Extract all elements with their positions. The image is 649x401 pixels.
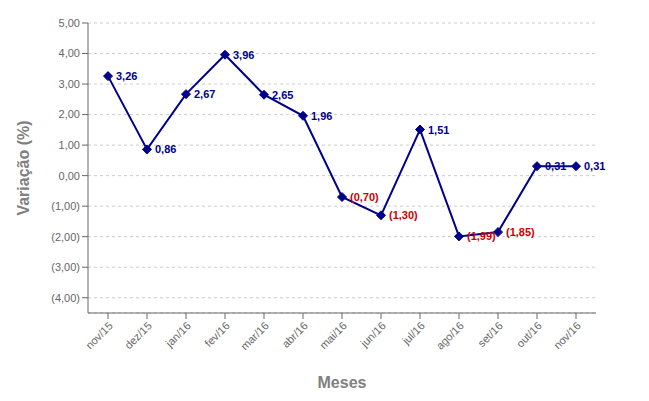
svg-text:fev/16: fev/16 — [202, 319, 232, 349]
svg-text:1,51: 1,51 — [428, 124, 449, 136]
svg-text:(0,70): (0,70) — [350, 191, 379, 203]
svg-text:mar/16: mar/16 — [238, 319, 271, 352]
svg-text:2,65: 2,65 — [272, 89, 293, 101]
svg-text:(1,99): (1,99) — [467, 230, 496, 242]
svg-text:jun/16: jun/16 — [358, 319, 388, 349]
svg-text:0,86: 0,86 — [155, 143, 176, 155]
svg-text:(3,00): (3,00) — [51, 261, 80, 273]
svg-text:0,31: 0,31 — [545, 160, 566, 172]
svg-text:nov/15: nov/15 — [83, 319, 115, 351]
svg-text:abr/16: abr/16 — [279, 319, 310, 350]
svg-text:1,00: 1,00 — [59, 139, 80, 151]
svg-text:nov/16: nov/16 — [551, 319, 583, 351]
svg-text:dez/15: dez/15 — [122, 319, 154, 351]
svg-text:0,00: 0,00 — [59, 170, 80, 182]
svg-text:(1,00): (1,00) — [51, 200, 80, 212]
svg-text:set/16: set/16 — [475, 319, 505, 349]
svg-text:mai/16: mai/16 — [317, 319, 349, 351]
svg-text:2,00: 2,00 — [59, 108, 80, 120]
svg-text:(1,85): (1,85) — [506, 226, 535, 238]
svg-text:jul/16: jul/16 — [399, 319, 427, 347]
svg-text:jan/16: jan/16 — [163, 319, 193, 349]
svg-text:out/16: out/16 — [514, 319, 544, 349]
svg-text:1,96: 1,96 — [311, 110, 332, 122]
svg-text:ago/16: ago/16 — [434, 319, 466, 351]
svg-text:5,00: 5,00 — [59, 17, 80, 29]
svg-text:4,00: 4,00 — [59, 47, 80, 59]
svg-text:3,96: 3,96 — [233, 49, 254, 61]
svg-text:(4,00): (4,00) — [51, 292, 80, 304]
svg-text:0,31: 0,31 — [584, 160, 605, 172]
svg-text:2,67: 2,67 — [194, 88, 215, 100]
svg-text:3,00: 3,00 — [59, 78, 80, 90]
svg-text:Meses: Meses — [318, 374, 367, 391]
svg-text:Variação (%): Variação (%) — [15, 120, 32, 215]
svg-text:(1,30): (1,30) — [389, 209, 418, 221]
svg-text:(2,00): (2,00) — [51, 231, 80, 243]
svg-text:3,26: 3,26 — [116, 70, 137, 82]
